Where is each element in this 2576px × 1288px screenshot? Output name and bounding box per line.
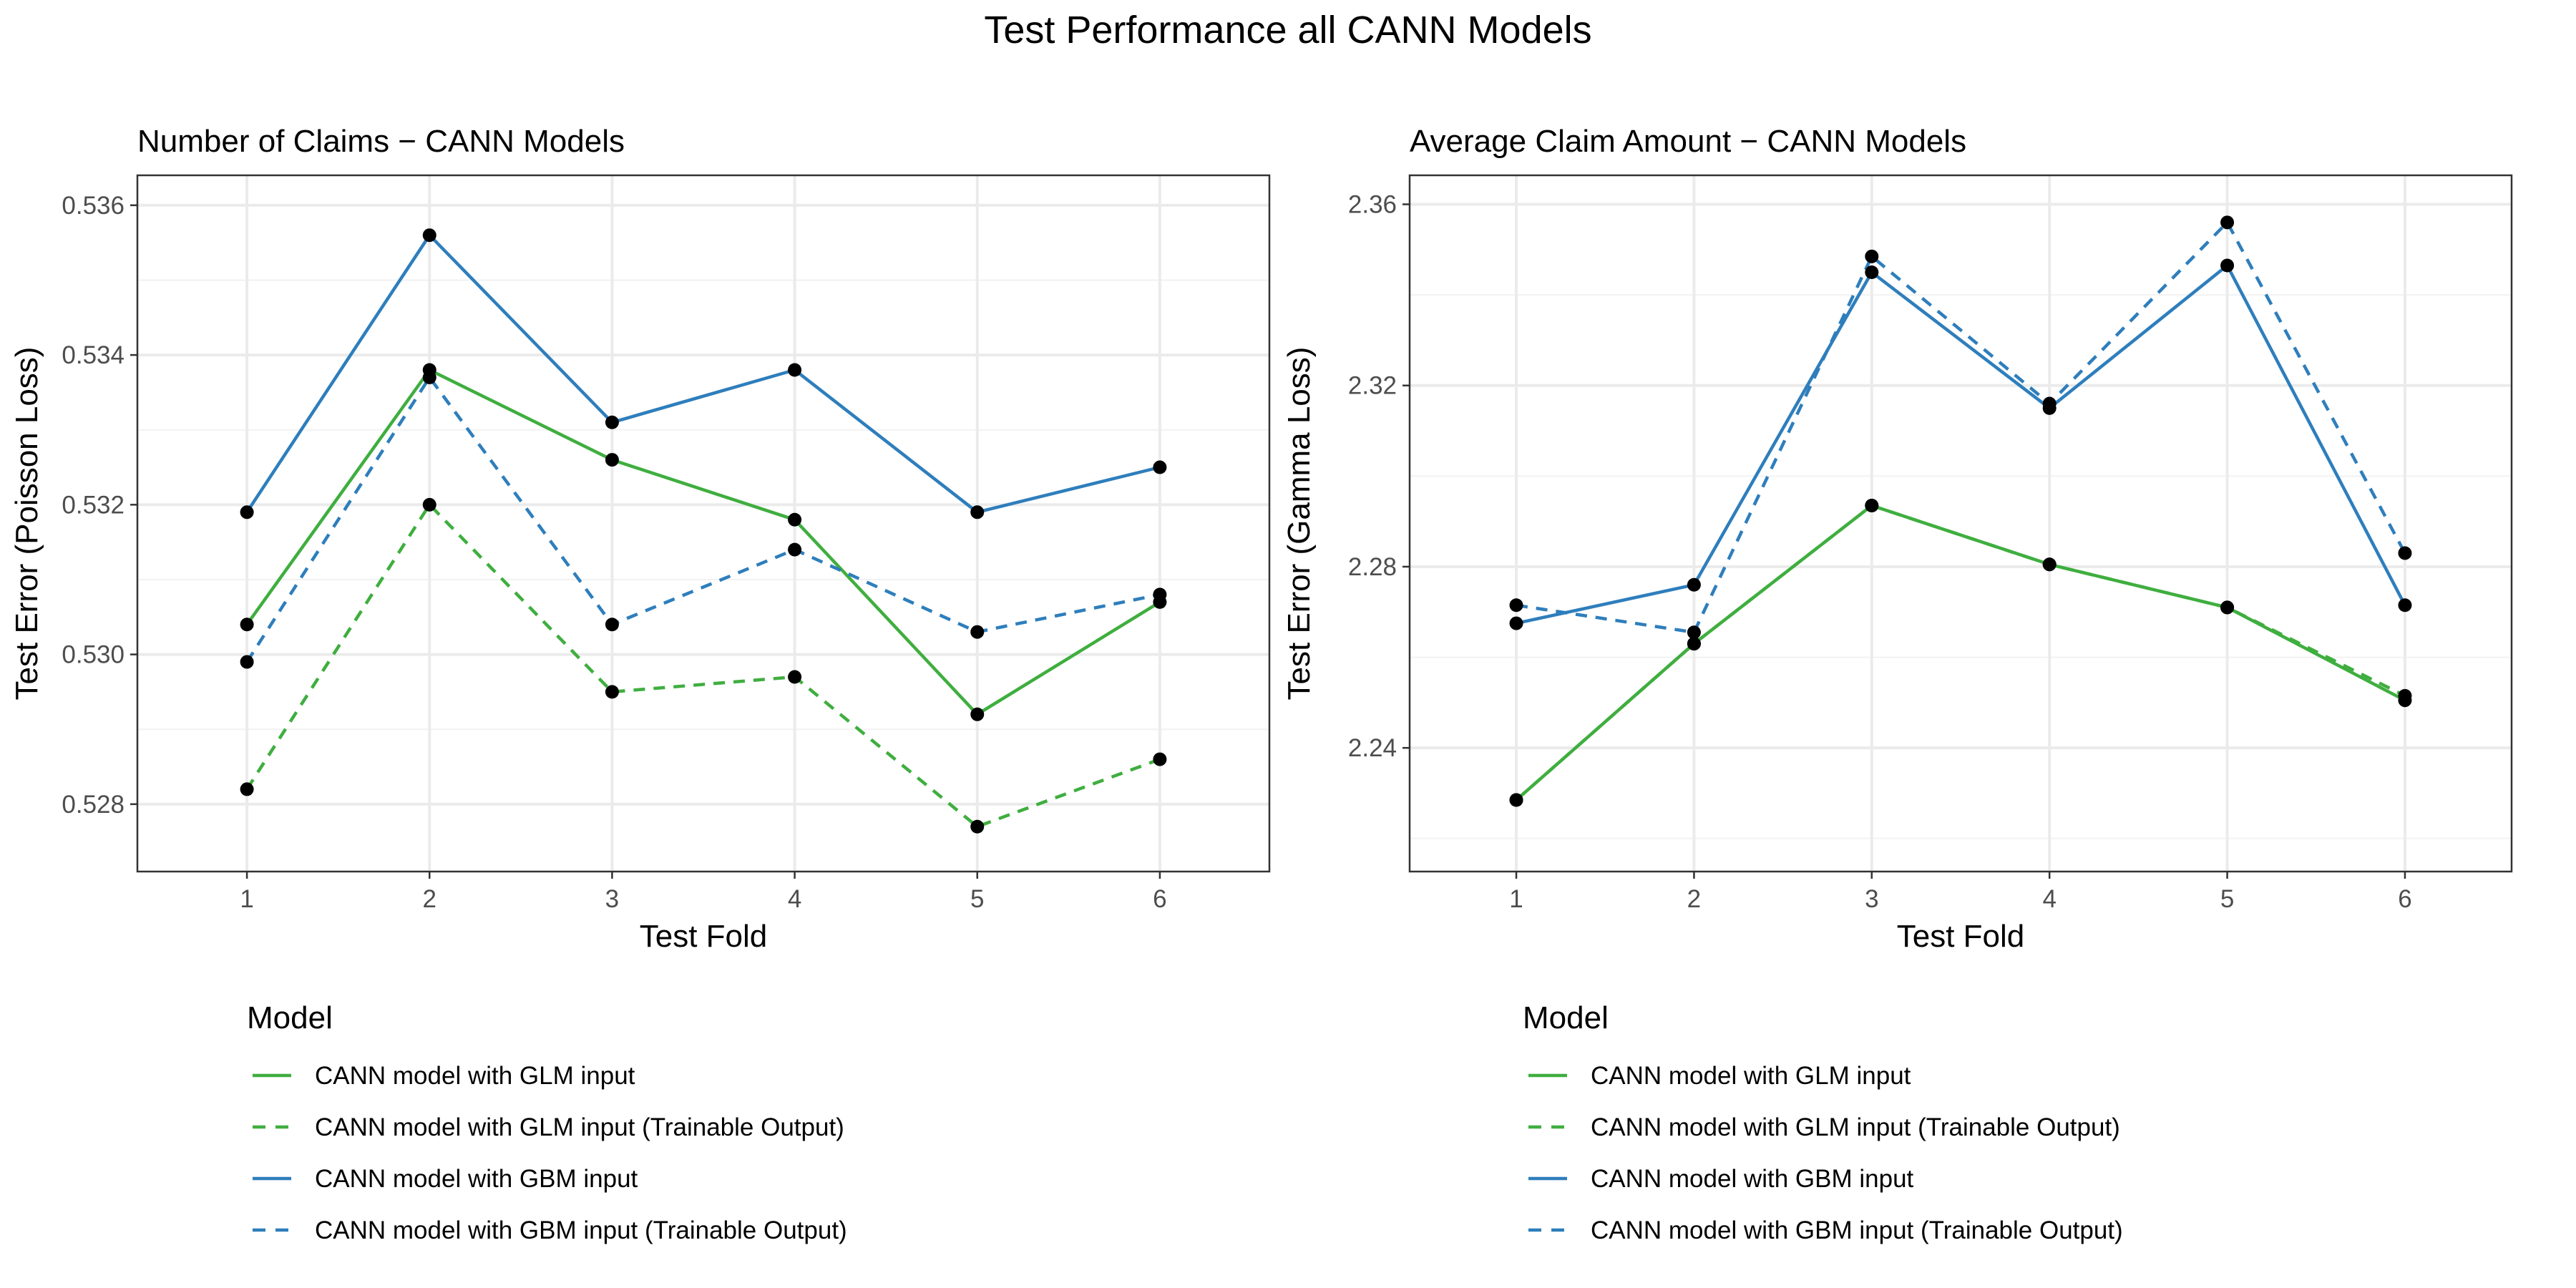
data-point (1153, 752, 1167, 766)
data-point (2220, 600, 2235, 615)
x-tick-label: 6 (2398, 885, 2411, 913)
data-point (2220, 215, 2235, 230)
data-point (788, 670, 802, 684)
data-point (1153, 460, 1167, 474)
x-tick-label: 1 (240, 885, 253, 913)
y-axis-label: Test Error (Poisson Loss) (9, 347, 44, 701)
data-point (1687, 637, 1701, 651)
x-tick-label: 5 (2220, 885, 2234, 913)
x-tick-label: 2 (423, 885, 436, 913)
data-point (2220, 258, 2235, 273)
legend-label-4: CANN model with GBM input (Trainable Out… (1591, 1216, 2123, 1244)
data-point (422, 228, 436, 243)
y-tick-label: 0.534 (62, 341, 125, 369)
legend: Model CANN model with GLM input CANN model… (1523, 1000, 2123, 1244)
data-point (240, 505, 254, 519)
series-line-4 (1516, 220, 2406, 634)
x-tick-label: 4 (788, 885, 801, 913)
x-tick-label: 4 (2042, 885, 2056, 913)
data-point (605, 415, 619, 429)
y-axis-label: Test Error (Gamma Loss) (1282, 347, 1317, 701)
x-axis-label: Test Fold (640, 919, 768, 954)
x-tick-label: 1 (1509, 885, 1523, 913)
panel-border (1408, 174, 2513, 873)
series-line-3 (245, 233, 1161, 514)
series-line-1 (245, 368, 1161, 716)
data-point (1687, 577, 1701, 592)
data-point (240, 655, 254, 669)
data-point (605, 453, 619, 467)
series-line-3 (1516, 263, 2406, 625)
x-tick-label: 5 (970, 885, 984, 913)
data-point (1153, 587, 1167, 602)
legend-label-1: CANN model with GLM input (1591, 1062, 1911, 1090)
panel-1: Number of Claims − CANN Models 0.528 0.530… (9, 124, 1271, 1244)
legend-label-2: CANN model with GLM input (Trainable Out… (1591, 1113, 2120, 1141)
series-line-2 (1515, 504, 2406, 801)
data-point (788, 363, 802, 377)
data-point (240, 782, 254, 796)
data-point (240, 618, 254, 632)
legend-title: Model (247, 1000, 333, 1035)
data-point (2042, 557, 2057, 572)
y-tick-label: 0.530 (62, 641, 125, 669)
series-line-2 (245, 503, 1161, 829)
x-tick-label: 2 (1687, 885, 1701, 913)
data-point (788, 512, 802, 527)
panels: Number of Claims − CANN Models 0.528 0.530… (9, 124, 2513, 1244)
legend-title: Model (1523, 1000, 1609, 1035)
data-point (1865, 265, 1879, 279)
legend-label-4: CANN model with GBM input (Trainable Out… (315, 1216, 847, 1244)
legend-label-3: CANN model with GBM input (1591, 1165, 1914, 1193)
data-point (1509, 598, 1523, 613)
data-point (422, 497, 436, 512)
legend-label-1: CANN model with GLM input (315, 1062, 635, 1090)
data-point (1509, 616, 1523, 630)
data-point (422, 370, 436, 384)
y-tick-label: 2.36 (1348, 191, 1397, 219)
y-tick-label: 0.532 (62, 491, 125, 519)
x-tick-label: 3 (1865, 885, 1878, 913)
x-axis-label: Test Fold (1897, 919, 2025, 954)
data-point (788, 542, 802, 557)
legend: Model CANN model with GLM input CANN model… (247, 1000, 847, 1244)
data-point (1687, 625, 1701, 640)
data-point (2042, 396, 2057, 411)
y-tick-label: 2.28 (1348, 553, 1397, 581)
panel-title: Number of Claims − CANN Models (137, 124, 625, 159)
data-point (970, 505, 985, 519)
panel-2: Average Claim Amount − CANN Models 2.24 2.… (1282, 124, 2513, 1244)
data-point (970, 707, 985, 721)
y-tick-label: 0.528 (62, 791, 125, 819)
data-point (1865, 498, 1879, 512)
series-line-1 (1515, 504, 2406, 801)
data-point (2398, 546, 2412, 560)
data-point (605, 685, 619, 699)
data-point (1509, 793, 1523, 807)
data-point (2398, 598, 2412, 613)
data-point (970, 819, 985, 834)
y-tick-label: 2.32 (1348, 372, 1397, 400)
legend-label-3: CANN model with GBM input (315, 1165, 638, 1193)
data-point (1865, 249, 1879, 263)
y-tick-label: 2.24 (1348, 734, 1397, 762)
y-tick-label: 0.536 (62, 192, 125, 220)
data-point (605, 618, 619, 632)
panel-title: Average Claim Amount − CANN Models (1410, 124, 1966, 159)
panel-border (136, 174, 1271, 873)
figure-title: Test Performance all CANN Models (984, 9, 1591, 52)
data-point (2398, 688, 2412, 703)
legend-label-2: CANN model with GLM input (Trainable Out… (315, 1113, 844, 1141)
x-tick-label: 3 (605, 885, 619, 913)
series-line-4 (245, 376, 1161, 663)
data-point (970, 625, 985, 639)
x-tick-label: 6 (1153, 885, 1166, 913)
